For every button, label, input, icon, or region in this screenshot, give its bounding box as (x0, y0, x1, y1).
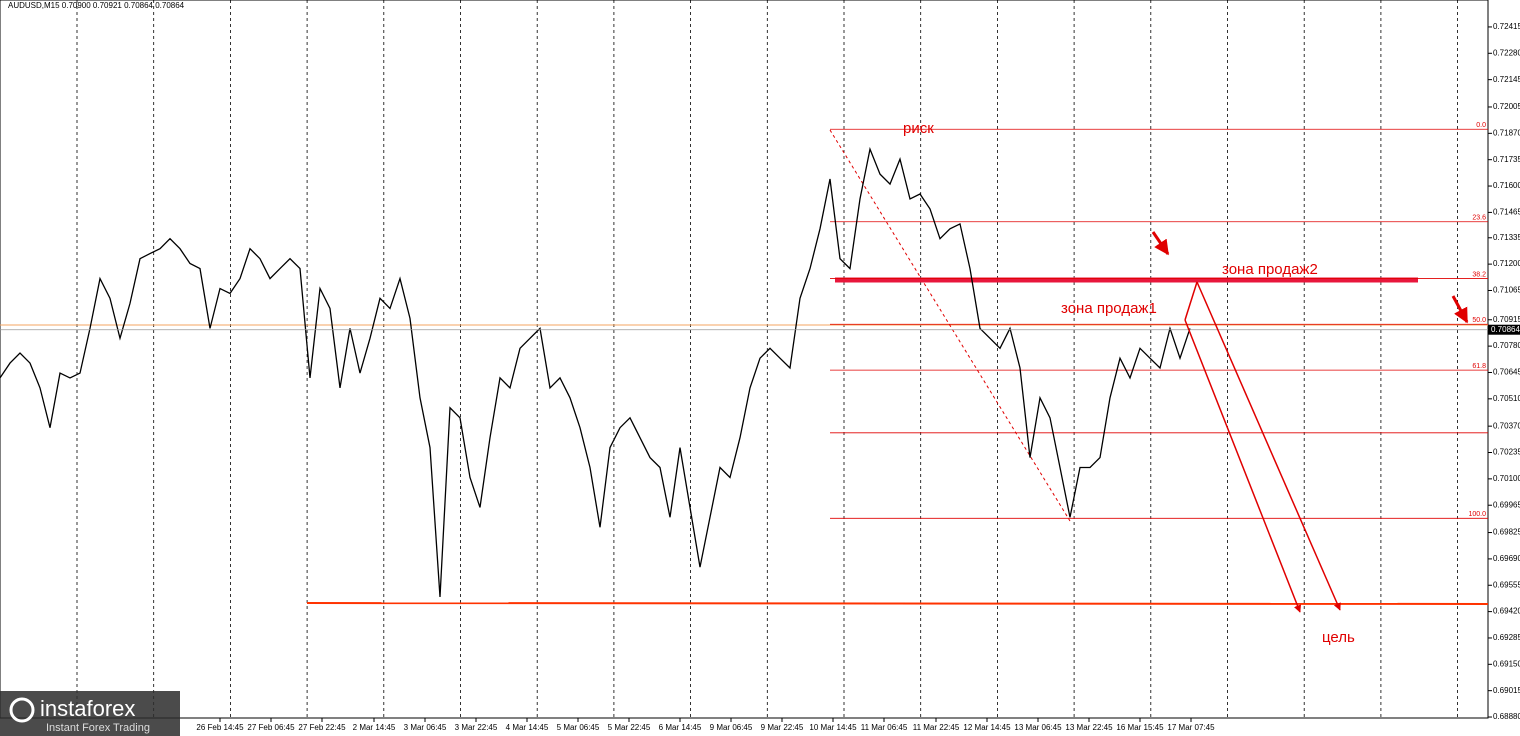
y-tick-label: 0.69965 (1493, 500, 1520, 509)
logo-tagline: Instant Forex Trading (46, 722, 150, 734)
annotation: зона продаж2 (1222, 261, 1318, 278)
chart-title: AUDUSD,M15 0.70900 0.70921 0.70864 0.708… (8, 1, 185, 10)
fib-label: 100.0 (1468, 511, 1486, 518)
annotation: зона продаж1 (1061, 300, 1157, 317)
y-tick-label: 0.70235 (1493, 448, 1520, 457)
y-tick-label: 0.72280 (1493, 48, 1520, 57)
y-tick-label: 0.71200 (1493, 259, 1520, 268)
y-tick-label: 0.71735 (1493, 155, 1520, 164)
x-tick-label: 10 Mar 14:45 (809, 723, 857, 732)
x-tick-label: 9 Mar 22:45 (761, 723, 804, 732)
fib-label: 0.0 (1476, 122, 1486, 129)
y-tick-label: 0.69150 (1493, 659, 1520, 668)
y-tick-label: 0.71465 (1493, 208, 1520, 217)
y-tick-label: 0.72145 (1493, 75, 1520, 84)
x-tick-label: 11 Mar 22:45 (913, 723, 960, 732)
fib-label: 61.8 (1472, 363, 1486, 370)
x-tick-label: 6 Mar 14:45 (659, 723, 702, 732)
x-tick-label: 5 Mar 22:45 (608, 723, 651, 732)
current-price-box (1488, 324, 1520, 335)
forecast-arrow (1196, 281, 1341, 611)
x-tick-label: 13 Mar 22:45 (1065, 723, 1113, 732)
y-tick-label: 0.69015 (1493, 686, 1520, 695)
pointer-arrow (1151, 231, 1170, 256)
y-tick-label: 0.70915 (1493, 315, 1520, 324)
x-tick-label: 3 Mar 22:45 (455, 723, 498, 732)
y-tick-label: 0.69420 (1493, 607, 1520, 616)
logo-name: instaforex (40, 696, 135, 721)
fib-label: 38.2 (1472, 271, 1486, 278)
y-tick-label: 0.70370 (1493, 421, 1520, 430)
x-tick-label: 27 Feb 22:45 (298, 723, 346, 732)
x-tick-label: 13 Mar 06:45 (1014, 723, 1062, 732)
forecast-arrow (1184, 281, 1198, 321)
support-line (306, 602, 1489, 605)
x-tick-label: 26 Feb 14:45 (196, 723, 244, 732)
y-tick-label: 0.70100 (1493, 474, 1520, 483)
fib-diagonal (829, 129, 1071, 522)
y-tick-label: 0.71335 (1493, 233, 1520, 242)
y-tick-label: 0.71065 (1493, 286, 1520, 295)
y-tick-label: 0.71870 (1493, 128, 1520, 137)
annotation: цель (1322, 629, 1355, 646)
x-tick-label: 5 Mar 06:45 (557, 723, 600, 732)
plot-frame (0, 0, 1489, 719)
x-tick-label: 12 Mar 14:45 (963, 723, 1011, 732)
y-tick-label: 0.69555 (1493, 580, 1520, 589)
y-tick-label: 0.69285 (1493, 633, 1520, 642)
x-tick-label: 17 Mar 07:45 (1167, 723, 1215, 732)
x-tick-label: 2 Mar 14:45 (353, 723, 396, 732)
y-tick-label: 0.69825 (1493, 528, 1520, 537)
x-tick-label: 11 Mar 06:45 (861, 723, 908, 732)
x-tick-label: 16 Mar 15:45 (1116, 723, 1164, 732)
current-price-label: 0.70864 (1491, 325, 1520, 334)
logo-icon (9, 697, 35, 723)
y-tick-label: 0.72415 (1493, 22, 1520, 31)
logo-bg (0, 691, 180, 736)
price-line (0, 146, 1191, 598)
y-tick-label: 0.71600 (1493, 181, 1520, 190)
y-tick-label: 0.69690 (1493, 554, 1520, 563)
x-tick-label: 27 Feb 06:45 (247, 723, 295, 732)
x-tick-label: 9 Mar 06:45 (710, 723, 753, 732)
y-tick-label: 0.72005 (1493, 102, 1520, 111)
y-tick-label: 0.70780 (1493, 341, 1520, 350)
forecast-arrow (1184, 319, 1302, 613)
x-tick-label: 4 Mar 14:45 (506, 723, 549, 732)
y-tick-label: 0.68880 (1493, 712, 1520, 721)
y-tick-label: 0.70510 (1493, 394, 1520, 403)
pointer-arrow (1451, 295, 1469, 324)
fib-label: 23.6 (1472, 215, 1486, 222)
x-tick-label: 3 Mar 06:45 (404, 723, 447, 732)
annotation: риск (903, 120, 934, 137)
fib-label: 50.0 (1472, 317, 1486, 324)
y-tick-label: 0.70645 (1493, 368, 1520, 377)
